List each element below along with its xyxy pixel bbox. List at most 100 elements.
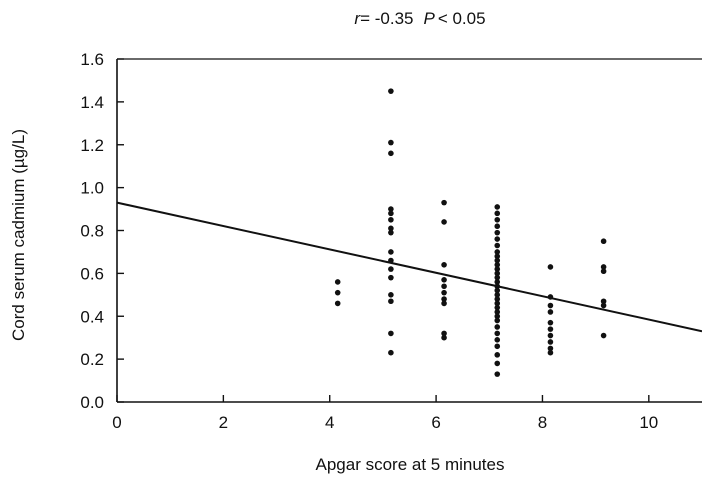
data-point xyxy=(600,264,607,270)
data-point xyxy=(494,262,501,268)
data-point xyxy=(388,216,394,223)
regression-line xyxy=(116,201,702,333)
data-point xyxy=(334,289,341,296)
x-tick-label: 2 xyxy=(219,413,228,432)
data-point xyxy=(441,262,447,268)
x-axis-label: Apgar score at 5 minutes xyxy=(316,455,505,474)
y-tick-label: 0.2 xyxy=(80,350,104,369)
x-tick-label: 0 xyxy=(112,413,121,432)
plot-area xyxy=(116,58,702,403)
data-point xyxy=(441,300,447,307)
correlation-annotation: r= -0.35 P < 0.05 xyxy=(354,9,485,28)
data-point xyxy=(494,236,501,242)
data-point xyxy=(494,249,501,255)
data-point xyxy=(494,324,501,330)
y-tick-label: 0.8 xyxy=(80,222,104,241)
data-point xyxy=(388,249,394,255)
data-point xyxy=(547,309,554,315)
data-point xyxy=(494,229,501,236)
data-point xyxy=(494,360,501,367)
x-tick-label: 4 xyxy=(325,413,334,432)
data-point xyxy=(494,279,501,285)
y-tick-label: 1.6 xyxy=(80,50,104,69)
y-tick-label: 1.4 xyxy=(80,93,104,112)
data-point xyxy=(494,274,501,281)
data-point xyxy=(441,289,447,296)
x-tick-label: 8 xyxy=(538,413,547,432)
data-point xyxy=(494,330,501,337)
data-point xyxy=(494,309,501,315)
data-point xyxy=(494,371,501,377)
data-point xyxy=(494,266,501,272)
data-point xyxy=(600,298,607,305)
y-tick-label: 1.0 xyxy=(80,179,104,198)
data-point xyxy=(334,279,341,285)
data-point xyxy=(494,287,501,294)
data-point xyxy=(494,343,501,350)
data-point xyxy=(388,139,394,146)
data-point xyxy=(494,257,501,264)
x-tick-label: 6 xyxy=(431,413,440,432)
y-axis-label: Cord serum cadmium (µg/L) xyxy=(9,129,28,341)
data-point xyxy=(494,304,501,311)
data-point xyxy=(547,339,554,345)
data-point xyxy=(547,326,554,332)
data-point xyxy=(494,300,501,307)
data-point xyxy=(441,296,447,302)
data-point xyxy=(388,266,394,272)
y-tick-label: 0.6 xyxy=(80,264,104,283)
data-point xyxy=(494,210,501,217)
y-tick-label: 0.4 xyxy=(80,307,104,326)
x-tick-label: 10 xyxy=(639,413,658,432)
data-point xyxy=(494,317,501,324)
data-point xyxy=(494,337,501,343)
y-tick-label: 0.0 xyxy=(80,393,104,412)
data-point xyxy=(388,274,394,281)
data-point xyxy=(547,319,554,326)
data-point xyxy=(547,302,554,309)
data-point xyxy=(547,294,554,300)
data-point xyxy=(441,199,447,206)
data-point xyxy=(494,352,501,358)
data-point xyxy=(388,292,394,298)
data-point xyxy=(494,313,501,320)
data-point xyxy=(494,253,501,260)
y-axis-ticks: 0.0 0.2 0.4 0.6 0.8 1.0 1.2 1.4 1.6 xyxy=(80,50,124,412)
data-point xyxy=(600,302,607,309)
data-point xyxy=(388,150,394,157)
data-point xyxy=(600,268,607,275)
data-point xyxy=(494,296,501,302)
data-point xyxy=(441,334,447,341)
data-point xyxy=(441,277,447,283)
data-point xyxy=(494,204,501,210)
data-point xyxy=(334,300,341,307)
y-tick-label: 1.2 xyxy=(80,136,104,155)
data-point xyxy=(441,283,447,290)
data-point xyxy=(388,330,394,337)
data-point xyxy=(388,229,394,236)
data-point xyxy=(547,349,554,356)
data-point xyxy=(494,223,501,230)
data-point xyxy=(494,292,501,298)
data-point xyxy=(388,206,394,212)
data-point xyxy=(494,216,501,223)
data-point xyxy=(600,332,607,339)
data-point xyxy=(388,210,394,217)
data-point xyxy=(494,242,501,249)
data-point xyxy=(494,283,501,290)
x-axis-ticks: 0 2 4 6 8 10 xyxy=(112,395,658,432)
data-point xyxy=(388,298,394,305)
data-point xyxy=(441,219,447,225)
data-point xyxy=(388,88,394,94)
data-point xyxy=(547,264,554,270)
data-point xyxy=(388,257,394,264)
data-points xyxy=(334,88,607,377)
data-point xyxy=(494,270,501,277)
data-point xyxy=(547,345,554,352)
data-point xyxy=(547,332,554,339)
regression-line-group xyxy=(116,201,702,333)
data-point xyxy=(388,225,394,232)
data-point xyxy=(441,330,447,337)
data-point xyxy=(388,349,394,356)
